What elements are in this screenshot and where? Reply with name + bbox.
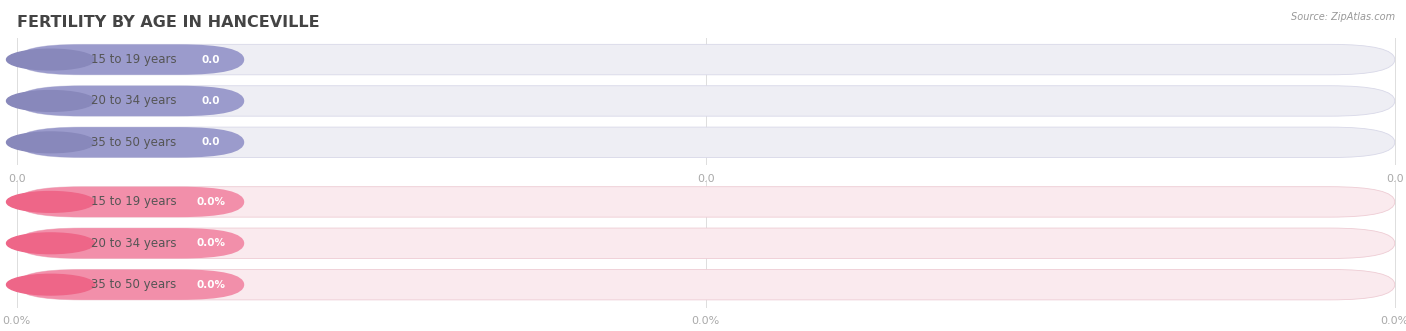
Text: 0.0%: 0.0% [1381,316,1406,326]
FancyBboxPatch shape [17,269,1395,300]
Text: 20 to 34 years: 20 to 34 years [91,237,177,250]
Text: 15 to 19 years: 15 to 19 years [91,53,177,66]
Circle shape [7,274,94,295]
FancyBboxPatch shape [17,44,1395,75]
FancyBboxPatch shape [17,86,1395,116]
Text: 0.0: 0.0 [201,96,219,106]
FancyBboxPatch shape [17,228,245,259]
Circle shape [7,233,94,254]
Text: 15 to 19 years: 15 to 19 years [91,195,177,209]
FancyBboxPatch shape [17,187,245,217]
Text: 0.0%: 0.0% [195,280,225,290]
Text: 0.0: 0.0 [697,174,714,184]
Text: 0.0: 0.0 [1386,174,1403,184]
Text: 0.0%: 0.0% [195,197,225,207]
Text: Source: ZipAtlas.com: Source: ZipAtlas.com [1291,12,1395,22]
Circle shape [7,192,94,212]
Text: 0.0: 0.0 [201,137,219,147]
Text: 0.0: 0.0 [201,55,219,65]
Text: 20 to 34 years: 20 to 34 years [91,94,177,108]
Circle shape [7,132,94,153]
FancyBboxPatch shape [17,269,245,300]
FancyBboxPatch shape [17,187,1395,217]
Text: 35 to 50 years: 35 to 50 years [91,278,177,291]
Text: 0.0: 0.0 [8,174,25,184]
FancyBboxPatch shape [17,44,245,75]
Circle shape [7,49,94,70]
FancyBboxPatch shape [17,127,245,158]
Text: 0.0%: 0.0% [3,316,31,326]
FancyBboxPatch shape [17,86,245,116]
FancyBboxPatch shape [17,228,1395,259]
Text: 0.0%: 0.0% [195,238,225,248]
Circle shape [7,91,94,111]
Text: 35 to 50 years: 35 to 50 years [91,136,177,149]
Text: 0.0%: 0.0% [692,316,720,326]
Text: FERTILITY BY AGE IN HANCEVILLE: FERTILITY BY AGE IN HANCEVILLE [17,15,319,30]
FancyBboxPatch shape [17,127,1395,158]
